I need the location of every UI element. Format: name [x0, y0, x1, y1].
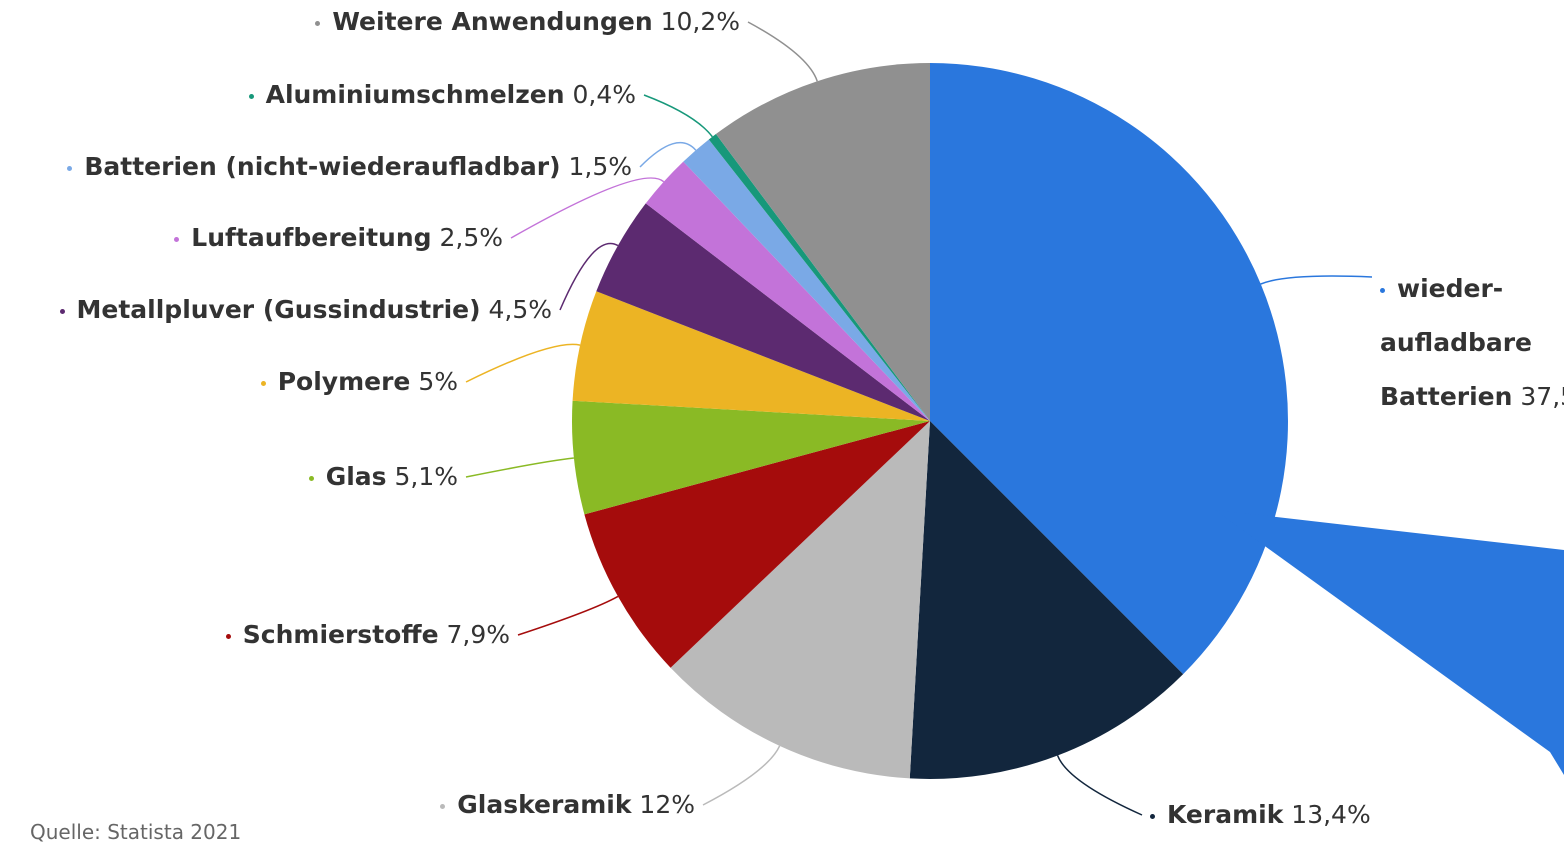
data-label: Metallpluver (Gussindustrie) 4,5% — [59, 295, 552, 325]
value-label: 1,5% — [568, 152, 632, 181]
source: Quelle: Statista 2021 — [30, 820, 242, 844]
value-label: 5% — [418, 367, 458, 396]
value-label: 13,4% — [1291, 800, 1371, 829]
pie-slice — [645, 161, 930, 422]
category-label: Glaskeramik — [457, 790, 632, 819]
data-label: wieder-aufladbare Batterien 37,5% — [1380, 262, 1564, 424]
legend-dot — [315, 20, 321, 26]
connector — [1056, 755, 1143, 816]
connector — [643, 94, 713, 138]
value-label: 4,5% — [488, 295, 552, 324]
connector — [747, 21, 818, 82]
pie-slice — [572, 400, 930, 515]
pie-slice — [683, 139, 930, 422]
connector — [702, 745, 781, 806]
legend-dot — [1150, 813, 1155, 819]
zoom-callout — [1215, 510, 1564, 775]
connector — [465, 343, 581, 383]
data-label: Luftaufbereitung 2,5% — [174, 223, 503, 253]
legend-dot — [225, 633, 231, 639]
data-label: Schmierstoffe 7,9% — [225, 620, 510, 650]
connector — [517, 595, 619, 636]
data-label: Glaskeramik 12% — [440, 790, 695, 820]
pie-slice — [930, 63, 1289, 675]
category-label: Polymere — [277, 367, 411, 396]
value-label: 12% — [639, 790, 695, 819]
pie-slice — [909, 421, 1184, 779]
data-label: Aluminiumschmelzen 0,4% — [248, 80, 636, 110]
pie-slice — [596, 203, 930, 421]
pie-slice — [572, 291, 930, 421]
connector — [510, 177, 665, 239]
category-label: Luftaufbereitung — [191, 223, 432, 252]
value-label: 37,5% — [1520, 382, 1564, 411]
connector — [639, 141, 697, 168]
category-label: wieder-aufladbare Batterien — [1380, 274, 1533, 411]
connector — [1260, 275, 1373, 285]
data-label: Polymere 5% — [260, 367, 458, 397]
legend-dot — [67, 165, 73, 171]
data-label: Batterien (nicht-wiederaufladbar) 1,5% — [67, 152, 632, 182]
legend-dot — [308, 475, 314, 481]
value-label: 5,1% — [394, 462, 458, 491]
legend-dot — [59, 308, 65, 314]
data-label: Weitere Anwendungen 10,2% — [315, 7, 740, 37]
value-label: 10,2% — [660, 7, 740, 36]
category-label: Weitere Anwendungen — [332, 7, 653, 36]
data-label: Glas 5,1% — [308, 462, 458, 492]
value-label: 0,4% — [572, 80, 636, 109]
legend-dot — [174, 236, 180, 242]
data-label: Keramik 13,4% — [1150, 800, 1371, 830]
pie-slice — [584, 421, 930, 668]
connector — [559, 242, 619, 311]
category-label: Keramik — [1167, 800, 1284, 829]
legend-dot — [1380, 287, 1385, 293]
pie-slice — [670, 421, 930, 779]
value-label: 7,9% — [446, 620, 510, 649]
connector — [465, 457, 574, 478]
category-label: Schmierstoffe — [242, 620, 439, 649]
category-label: Metallpluver (Gussindustrie) — [76, 295, 481, 324]
category-label: Glas — [325, 462, 387, 491]
value-label: 2,5% — [439, 223, 503, 252]
legend-dot — [248, 93, 254, 99]
legend-dot — [260, 380, 266, 386]
legend-dot — [440, 803, 446, 809]
pie-slice — [708, 134, 930, 422]
category-label: Batterien (nicht-wiederaufladbar) — [84, 152, 561, 181]
pie-slice — [715, 63, 930, 421]
category-label: Aluminiumschmelzen — [265, 80, 565, 109]
